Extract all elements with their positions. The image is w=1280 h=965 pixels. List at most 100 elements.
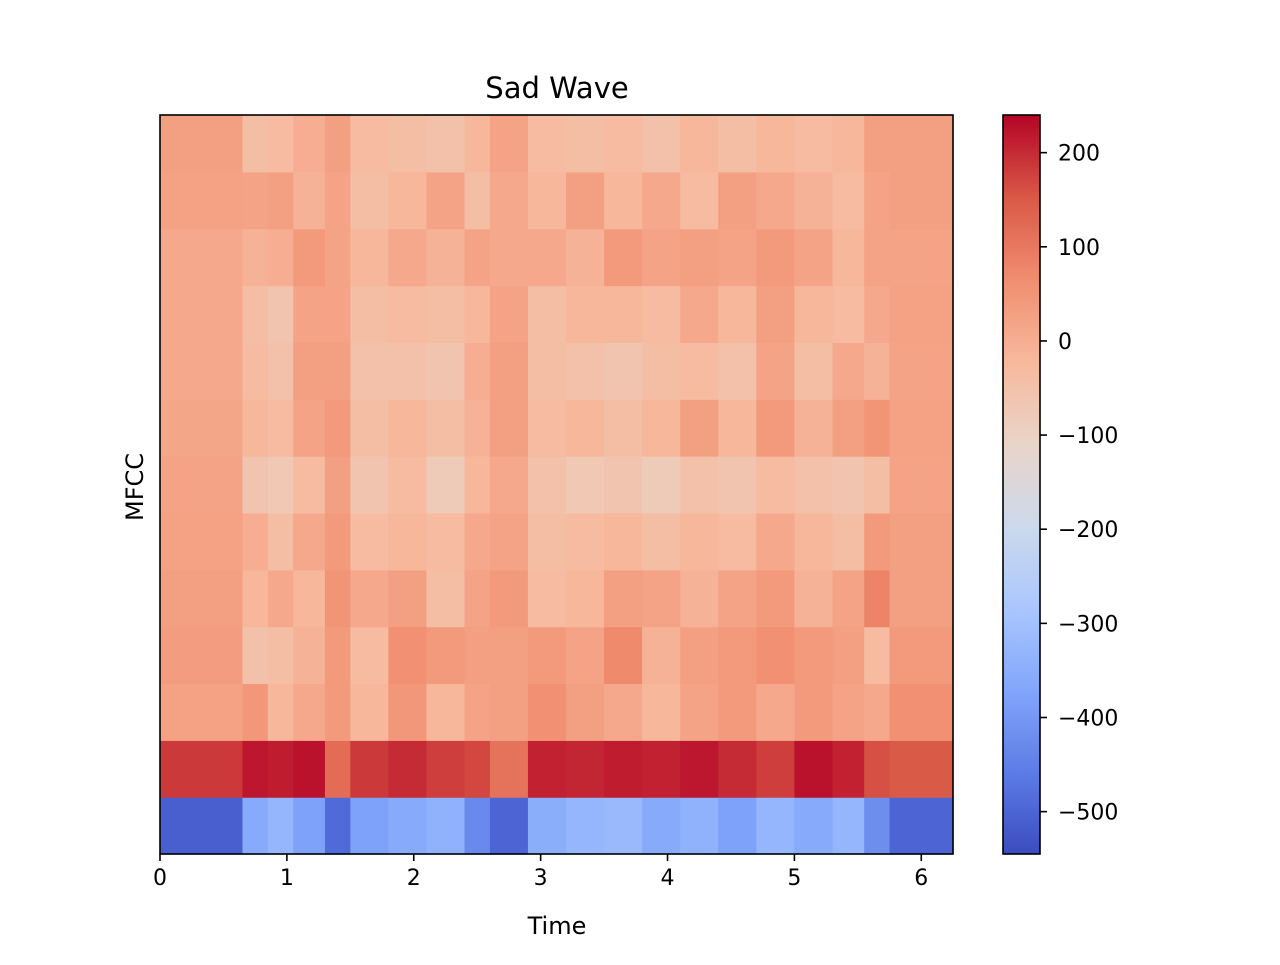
heatmap-cell [160,512,244,571]
heatmap-cell [604,683,643,741]
heatmap-cell [642,115,681,173]
heatmap-cell [889,740,954,798]
heatmap-cell [324,683,351,741]
heatmap-cell [464,683,491,741]
heatmap-cell [527,171,567,230]
x-tick-label: 6 [914,866,928,891]
heatmap-cell [794,171,834,230]
heatmap-cell [160,797,244,855]
heatmap-cell [527,228,567,287]
heatmap-cell [267,569,294,628]
heatmap-cell [604,228,643,287]
x-tick-label: 5 [787,866,801,891]
heatmap-cell [426,342,466,400]
heatmap-cell [718,399,757,457]
heatmap-cell [464,626,491,685]
heatmap-cell [889,456,954,514]
heatmap-cell [267,171,294,230]
heatmap-cell [718,171,757,230]
heatmap-cell [527,740,567,798]
heatmap-cell [426,285,466,343]
heatmap-cell [832,569,865,628]
heatmap-cell [718,797,757,855]
heatmap-cell [832,512,865,571]
heatmap-cell [464,171,491,230]
x-axis-ticks: 0 1 2 3 4 5 6 [153,854,928,891]
heatmap-cell [527,683,567,741]
heatmap-cell [566,797,605,855]
heatmap-cell [267,342,294,400]
heatmap-cell [680,171,719,230]
heatmap-cell [242,683,269,741]
heatmap-cell [718,285,757,343]
colorbar-tick-label: −200 [1058,518,1118,543]
heatmap-cell [350,569,389,628]
heatmap-cell [642,285,681,343]
heatmap-cell [832,285,865,343]
heatmap-cell [464,399,491,457]
heatmap-cell [756,228,795,287]
heatmap-cell [889,115,954,173]
heatmap-cell [426,512,466,571]
heatmap-cell [718,228,757,287]
x-tick-label: 0 [153,866,167,891]
heatmap-cell [864,456,891,514]
heatmap-cell [889,342,954,400]
heatmap-cell [756,626,795,685]
heatmap-cell [642,740,681,798]
heatmap-cell [889,512,954,571]
heatmap-cell [527,399,567,457]
heatmap-cell [756,115,795,173]
heatmap-cell [388,683,428,741]
heatmap-cell [242,399,269,457]
heatmap-cell [426,171,466,230]
colorbar-ticks: 200 100 0 −100 −200 −300 −400 −500 [1040,142,1118,826]
heatmap-cell [889,171,954,230]
heatmap-cell [242,626,269,685]
heatmap-cell [324,171,351,230]
heatmap-cell [242,512,269,571]
heatmap-cell [267,115,294,173]
heatmap-cell [756,399,795,457]
heatmap-cell [756,285,795,343]
heatmap-cell [527,342,567,400]
heatmap-cell [756,797,795,855]
heatmap-cell [160,171,244,230]
heatmap-cell [794,456,834,514]
heatmap-cell [267,512,294,571]
heatmap-cell [160,456,244,514]
heatmap-cell [388,171,428,230]
colorbar-tick-label: −300 [1058,612,1118,637]
heatmap-cell [464,342,491,400]
heatmap-cell [680,797,719,855]
x-tick-label: 2 [407,866,421,891]
heatmap-cell [293,171,326,230]
heatmap-cell [642,342,681,400]
chart-title: Sad Wave [485,71,628,105]
heatmap-cell [864,171,891,230]
heatmap-cell [527,285,567,343]
y-axis-label: MFCC [121,453,149,521]
heatmap-cell [718,740,757,798]
heatmap-cell [489,512,529,571]
heatmap-cell [604,569,643,628]
heatmap-cell [756,569,795,628]
heatmap-cell [864,740,891,798]
heatmap-cell [680,228,719,287]
heatmap-cell [756,171,795,230]
heatmap-cell [794,115,834,173]
heatmap-cell [794,626,834,685]
heatmap-cell [566,228,605,287]
heatmap-cell [680,740,719,798]
heatmap-cell [604,285,643,343]
heatmap-cell [293,399,326,457]
heatmap-cell [388,228,428,287]
colorbar-tick-label: −100 [1058,424,1118,449]
heatmap-cell [160,115,244,173]
heatmap-cell [267,285,294,343]
heatmap-cell [324,740,351,798]
heatmap-cell [889,797,954,855]
heatmap-cell [832,797,865,855]
heatmap-cell [489,626,529,685]
heatmap-cell [267,683,294,741]
